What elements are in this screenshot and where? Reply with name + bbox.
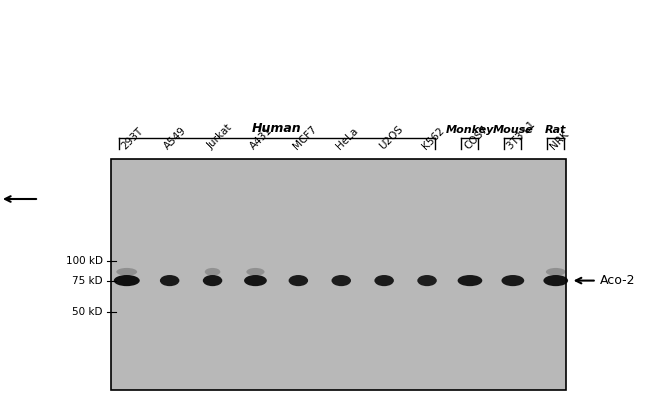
Text: COS7: COS7 [463, 124, 490, 151]
Text: 3T3 L1: 3T3 L1 [506, 119, 538, 151]
Text: HeLa: HeLa [334, 126, 360, 151]
Text: Jurkat: Jurkat [205, 123, 234, 151]
Text: NRK: NRK [549, 129, 571, 151]
Text: Aco-2: Aco-2 [600, 274, 636, 287]
Text: 75 kD: 75 kD [72, 275, 103, 286]
Text: A431: A431 [248, 125, 274, 151]
Text: K562: K562 [420, 125, 446, 151]
Text: 50 kD: 50 kD [72, 307, 103, 318]
Text: A549: A549 [162, 125, 188, 151]
Text: 293T: 293T [120, 126, 145, 151]
Text: Rat: Rat [545, 125, 567, 135]
Text: Human: Human [252, 122, 302, 135]
Text: 100 kD: 100 kD [66, 256, 103, 266]
Text: U2OS: U2OS [377, 124, 405, 151]
Text: Monkey: Monkey [446, 125, 494, 135]
Text: Mouse: Mouse [493, 125, 533, 135]
Text: MCF7: MCF7 [291, 124, 318, 151]
